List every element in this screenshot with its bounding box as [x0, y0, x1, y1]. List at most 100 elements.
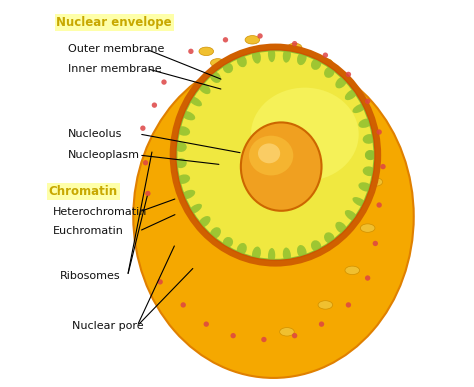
Ellipse shape: [223, 63, 233, 73]
Ellipse shape: [324, 232, 335, 243]
Ellipse shape: [335, 77, 347, 88]
Ellipse shape: [198, 82, 210, 94]
Circle shape: [223, 37, 228, 43]
Ellipse shape: [181, 190, 195, 199]
Ellipse shape: [230, 62, 244, 71]
Ellipse shape: [363, 166, 375, 176]
Ellipse shape: [189, 96, 202, 106]
Circle shape: [203, 322, 209, 327]
Circle shape: [140, 125, 146, 131]
Circle shape: [188, 49, 193, 54]
Circle shape: [261, 337, 266, 342]
Ellipse shape: [249, 136, 293, 175]
Text: Ribosomes: Ribosomes: [60, 271, 121, 281]
Text: Nuclear envelope: Nuclear envelope: [56, 16, 172, 29]
Ellipse shape: [341, 89, 356, 98]
Circle shape: [376, 202, 382, 208]
Text: Outer membrane: Outer membrane: [68, 45, 164, 55]
Ellipse shape: [210, 227, 221, 239]
Ellipse shape: [318, 59, 333, 67]
Circle shape: [143, 160, 148, 166]
Ellipse shape: [252, 49, 261, 63]
Ellipse shape: [345, 266, 360, 274]
Ellipse shape: [360, 132, 375, 140]
Ellipse shape: [345, 210, 358, 221]
Ellipse shape: [360, 224, 375, 232]
Ellipse shape: [365, 150, 376, 160]
Ellipse shape: [223, 237, 233, 248]
Circle shape: [323, 53, 328, 58]
Ellipse shape: [245, 36, 260, 44]
Ellipse shape: [210, 71, 221, 83]
Text: Inner membrane: Inner membrane: [68, 63, 162, 74]
Ellipse shape: [283, 248, 291, 262]
Text: Chromatin: Chromatin: [49, 185, 118, 198]
Circle shape: [181, 302, 186, 308]
Ellipse shape: [368, 178, 383, 186]
Ellipse shape: [297, 51, 307, 65]
Circle shape: [380, 164, 386, 169]
Ellipse shape: [307, 86, 321, 94]
Circle shape: [365, 99, 370, 104]
Ellipse shape: [176, 126, 190, 136]
Ellipse shape: [176, 175, 190, 184]
Ellipse shape: [363, 134, 375, 144]
Circle shape: [346, 72, 351, 77]
Ellipse shape: [353, 197, 366, 207]
Text: Nucleolus: Nucleolus: [68, 129, 122, 139]
Circle shape: [157, 279, 163, 284]
Ellipse shape: [287, 43, 302, 52]
Ellipse shape: [365, 150, 376, 160]
Ellipse shape: [237, 55, 247, 67]
Ellipse shape: [252, 247, 261, 261]
Text: Nuclear pore: Nuclear pore: [72, 321, 144, 331]
Ellipse shape: [329, 197, 344, 205]
Ellipse shape: [324, 67, 335, 78]
Ellipse shape: [358, 118, 373, 128]
Ellipse shape: [311, 240, 321, 252]
Circle shape: [319, 322, 324, 327]
Circle shape: [145, 191, 151, 196]
Ellipse shape: [268, 248, 275, 263]
Circle shape: [230, 333, 236, 338]
Text: Heterochromatin: Heterochromatin: [53, 207, 147, 217]
Circle shape: [161, 79, 167, 85]
Ellipse shape: [181, 111, 195, 120]
Ellipse shape: [237, 243, 247, 255]
Ellipse shape: [258, 144, 280, 163]
Ellipse shape: [329, 116, 344, 125]
Circle shape: [257, 33, 263, 39]
Ellipse shape: [189, 204, 202, 214]
Ellipse shape: [210, 59, 225, 67]
Ellipse shape: [268, 47, 275, 62]
Ellipse shape: [345, 89, 358, 100]
Ellipse shape: [251, 87, 359, 181]
Ellipse shape: [175, 158, 187, 168]
Ellipse shape: [297, 245, 307, 259]
Ellipse shape: [177, 51, 374, 259]
Circle shape: [373, 241, 378, 246]
Ellipse shape: [175, 142, 187, 152]
Ellipse shape: [173, 47, 378, 263]
Ellipse shape: [358, 182, 373, 192]
Circle shape: [292, 333, 297, 338]
Ellipse shape: [198, 216, 210, 228]
Ellipse shape: [268, 66, 283, 75]
Circle shape: [292, 41, 297, 46]
Circle shape: [152, 103, 157, 108]
Ellipse shape: [337, 155, 352, 163]
Circle shape: [365, 275, 370, 281]
Text: Euchromatin: Euchromatin: [53, 226, 123, 236]
Ellipse shape: [256, 51, 271, 60]
Ellipse shape: [353, 103, 366, 113]
Ellipse shape: [199, 47, 214, 56]
Circle shape: [376, 129, 382, 135]
Text: Nucleoplasm: Nucleoplasm: [68, 150, 140, 160]
Ellipse shape: [280, 327, 294, 336]
Ellipse shape: [335, 222, 347, 234]
Ellipse shape: [311, 58, 321, 70]
Ellipse shape: [318, 301, 333, 309]
Ellipse shape: [241, 122, 321, 211]
Ellipse shape: [133, 55, 414, 378]
Circle shape: [346, 302, 351, 308]
